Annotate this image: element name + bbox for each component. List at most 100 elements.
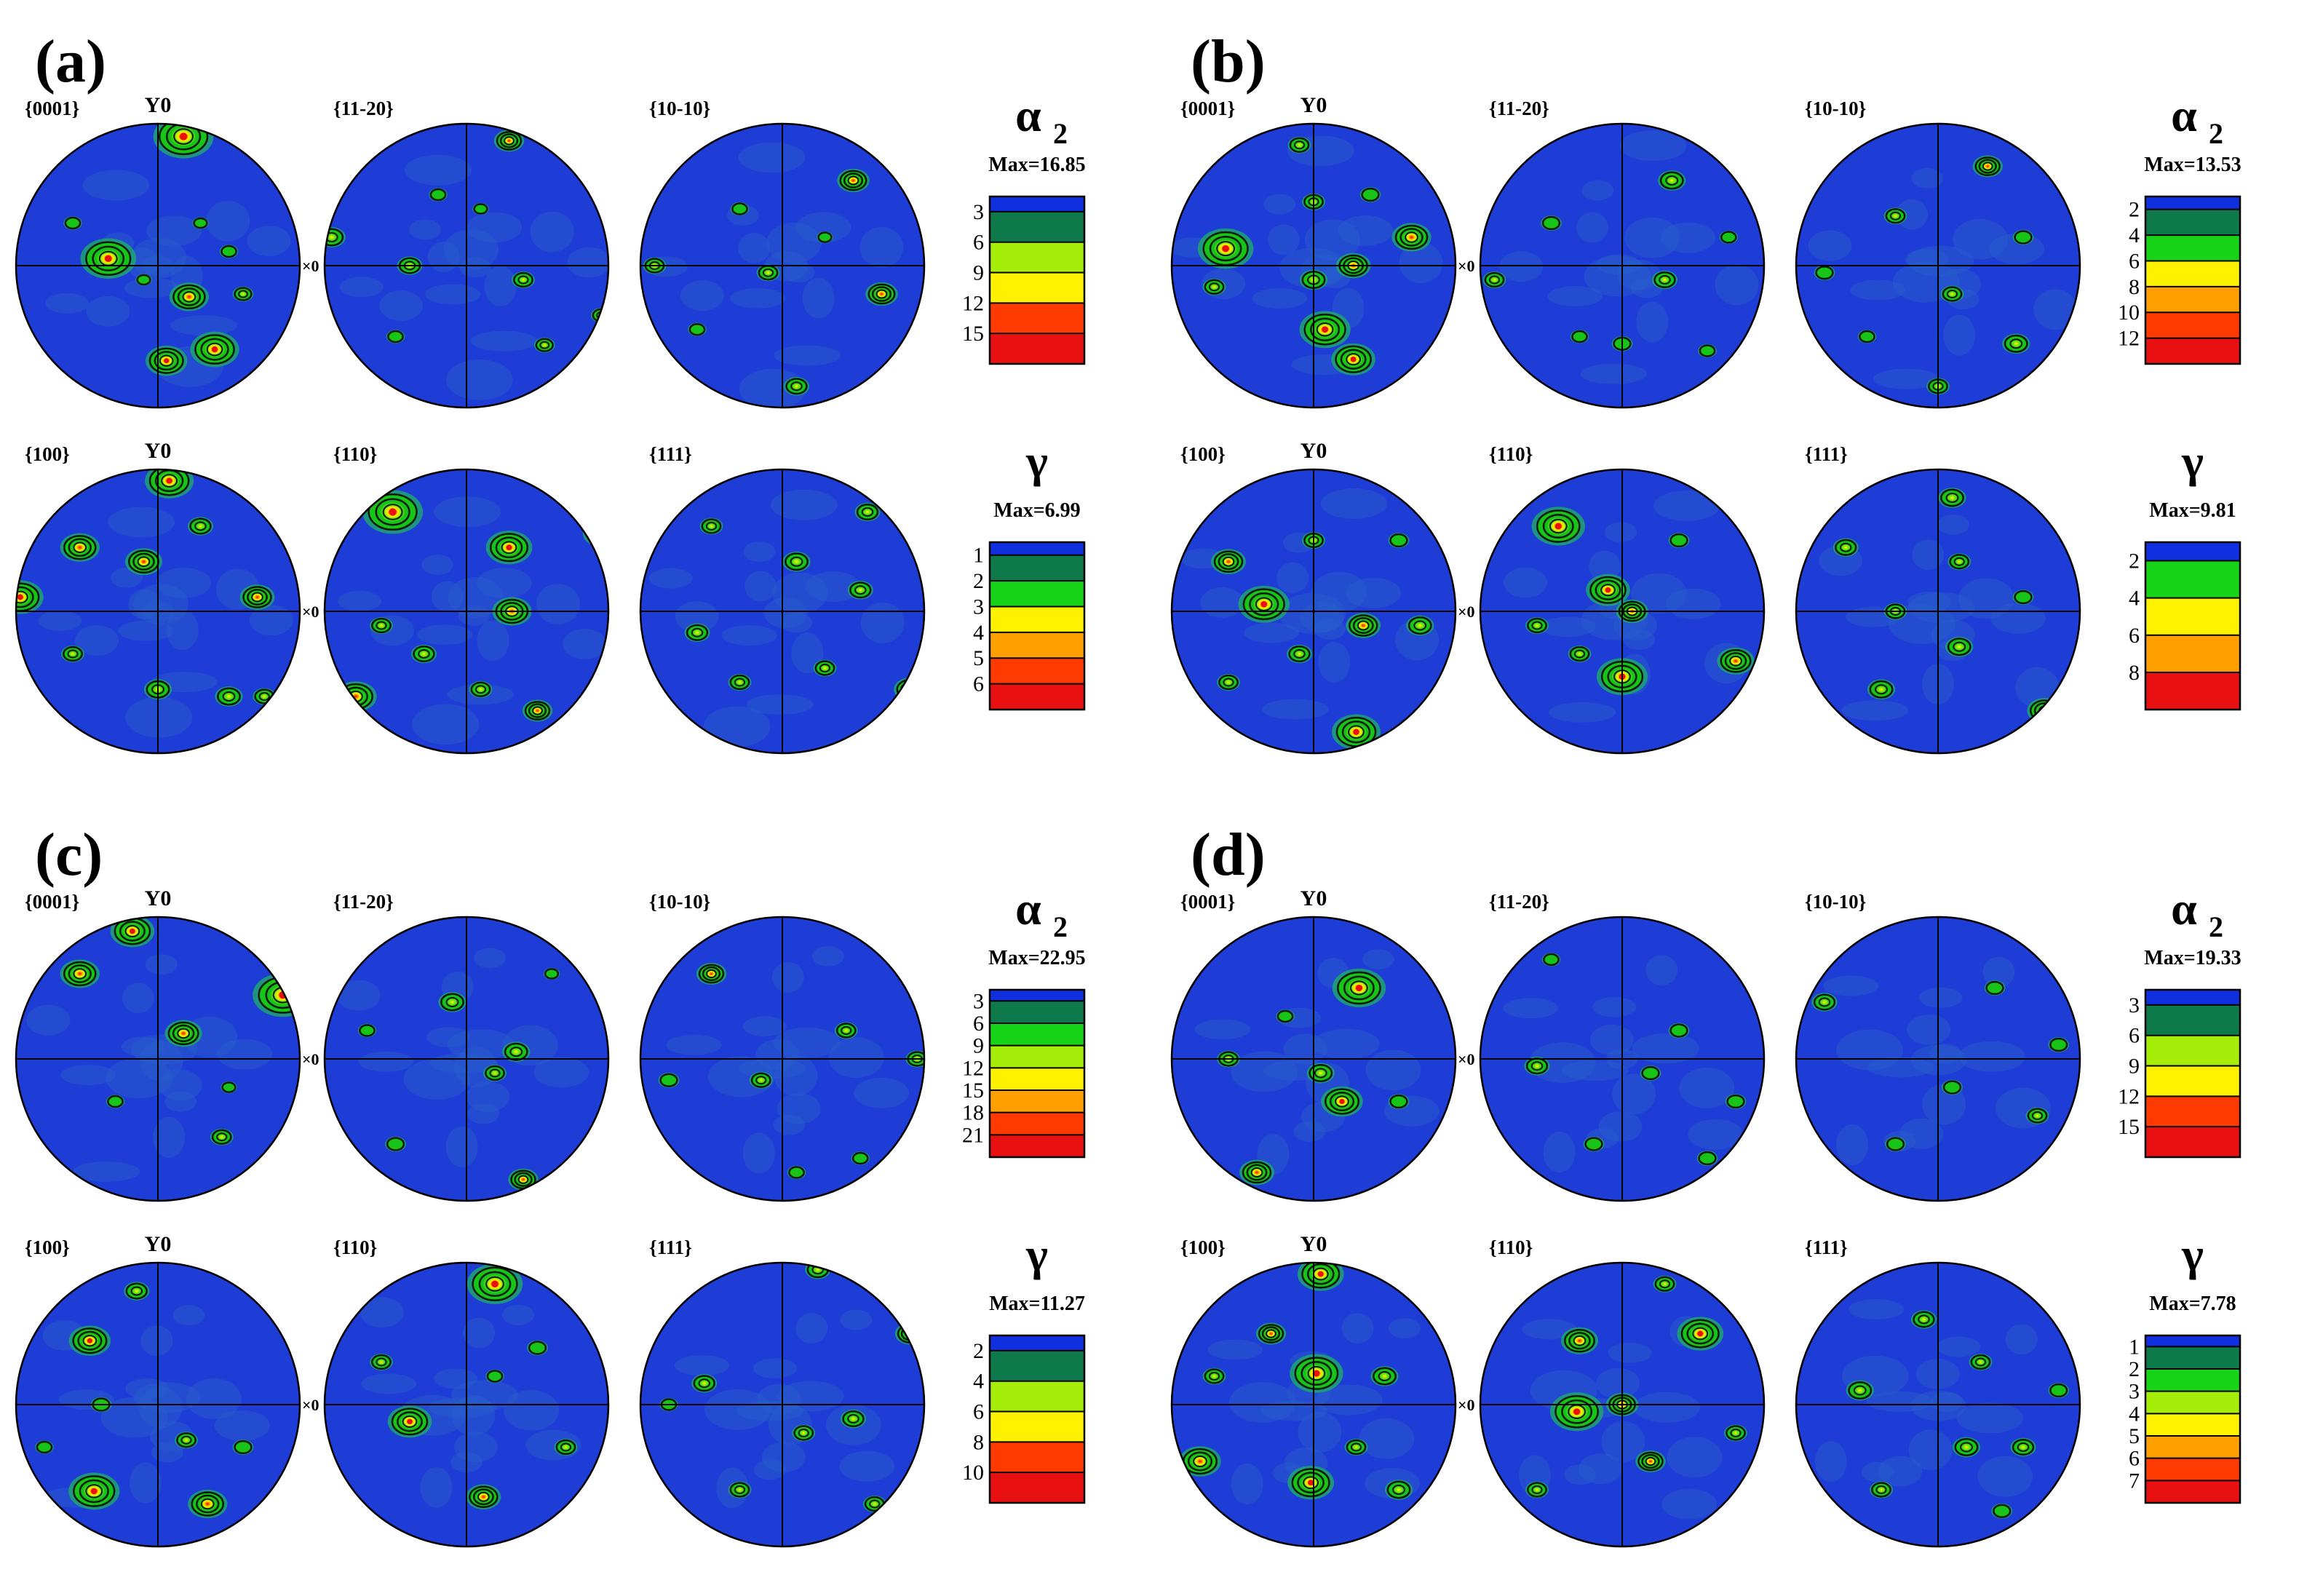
intensity-mottle [1320, 488, 1388, 520]
alpha2-row: {0001} {11-20} {10-10} Y0 ×0 α 2 Max=22.9536912… [15, 883, 1086, 1202]
spot-peak [1355, 984, 1362, 992]
intensity-mottle [1318, 641, 1351, 683]
intensity-spot [68, 1472, 120, 1510]
intensity-spot [813, 659, 837, 677]
intensity-spot [1846, 1380, 1874, 1401]
intensity-mottle [742, 1016, 787, 1037]
spot-peak [1350, 356, 1357, 362]
intensity-mottle [484, 266, 517, 307]
intensity-mottle [1605, 522, 1637, 543]
plane-label: {11-20} [1489, 98, 1549, 119]
intensity-spot [35, 1440, 54, 1454]
intensity-mottle [1631, 573, 1687, 614]
intensity-spot [145, 469, 194, 499]
intensity-mottle [753, 1459, 786, 1480]
intensity-mottle [1608, 1342, 1652, 1363]
intensity-spot [1388, 1094, 1410, 1109]
spot-contour-inner [485, 1276, 504, 1292]
intensity-spot [502, 1041, 531, 1063]
pole-figure: {100} [1170, 443, 1457, 755]
intensity-spot [1344, 1438, 1368, 1456]
pole-figure: {11-20} [1479, 98, 1766, 409]
intensity-spot [782, 551, 811, 572]
intensity-mottle [859, 226, 904, 268]
intensity-spot [335, 681, 377, 712]
intensity-legend: γ Max=11.27 2 4 6 8 10 [962, 1228, 1086, 1504]
y0-axis-label: Y0 [145, 886, 172, 910]
legend-tick-label: 2 [2129, 1357, 2140, 1381]
spot-peak [130, 928, 135, 934]
spot-contour-mid [418, 649, 430, 659]
intensity-spot [1984, 980, 2006, 996]
intensity-spot [1696, 1151, 1718, 1166]
spot-contour-mid [1531, 1485, 1543, 1494]
intensity-mottle [839, 1450, 895, 1482]
legend-band [990, 658, 1084, 684]
intensity-mottle [744, 571, 777, 602]
intensity-spot [1346, 613, 1381, 638]
spot-contour-mid [2031, 1111, 2044, 1120]
legend-tick-label: 10 [962, 1461, 984, 1485]
spot-contour-mid [194, 521, 207, 531]
intensity-spot [1969, 1353, 1993, 1371]
panel-label: (d) [1191, 821, 1266, 889]
pole-figure: {10-10} [639, 98, 926, 409]
pole-figure: {10-10} [639, 891, 926, 1202]
spot-contour-outer [64, 216, 82, 230]
spot-contour-inner [875, 289, 888, 299]
spot-contour-mid [177, 287, 202, 306]
x0-axis-label: ×0 [302, 257, 319, 275]
intensity-mottle [164, 1091, 197, 1112]
intensity-spot [1531, 507, 1585, 546]
spot-contour-mid [132, 552, 155, 571]
intensity-mottle [412, 704, 480, 745]
spot-contour-mid [2009, 338, 2023, 349]
intensity-mottle [443, 229, 499, 271]
intensity-spot [1568, 645, 1592, 663]
intensity-spot [1384, 1480, 1413, 1500]
spot-contour-inner [1335, 1095, 1349, 1108]
intensity-mottle [1861, 1461, 1894, 1482]
intensity-mottle [1315, 1384, 1383, 1416]
spot-contour-inner [501, 541, 517, 555]
intensity-spot [60, 533, 100, 562]
spot-contour-outer [193, 217, 208, 229]
spot-contour-mid [474, 685, 487, 694]
intensity-spot [219, 245, 239, 258]
circle-outline [15, 468, 301, 755]
legend-band [2145, 635, 2240, 672]
intensity-spot [124, 1282, 150, 1301]
legend-band [990, 1045, 1084, 1068]
spot-contour-outer [1669, 1023, 1688, 1038]
intensity-spot [386, 330, 405, 344]
intensity-mottle [445, 359, 513, 400]
spot-contour-mid [861, 507, 874, 517]
intensity-spot [1677, 1317, 1724, 1351]
intensity-spot [1321, 1086, 1363, 1117]
legend-tick-label: 4 [2129, 587, 2140, 611]
spot-peak [164, 358, 170, 364]
intensity-mottle [1660, 222, 1716, 253]
intensity-spot [169, 282, 210, 311]
intensity-mottle [1612, 1073, 1656, 1115]
legend-band [990, 272, 1084, 303]
intensity-mottle [467, 1103, 500, 1124]
intensity-mottle [403, 1058, 471, 1100]
x0-axis-label: ×0 [1458, 1050, 1475, 1068]
intensity-mottle [533, 1057, 589, 1088]
intensity-mottle [1899, 1118, 1944, 1149]
intensity-spot [1179, 1446, 1221, 1477]
spot-contour-mid [172, 1024, 195, 1043]
intensity-mottle [536, 584, 580, 625]
intensity-spot [2027, 698, 2062, 723]
pole-figure: {0001} [1170, 891, 1457, 1202]
intensity-mottle [1263, 194, 1296, 215]
legend-tick-label: 2 [2129, 549, 2140, 573]
plane-label: {11-20} [333, 98, 394, 119]
intensity-mottle [771, 961, 804, 993]
intensity-mottle [379, 290, 424, 322]
intensity-spot [1885, 1136, 1906, 1152]
plane-label: {111} [649, 443, 692, 465]
x0-axis-label: ×0 [1458, 1396, 1475, 1414]
